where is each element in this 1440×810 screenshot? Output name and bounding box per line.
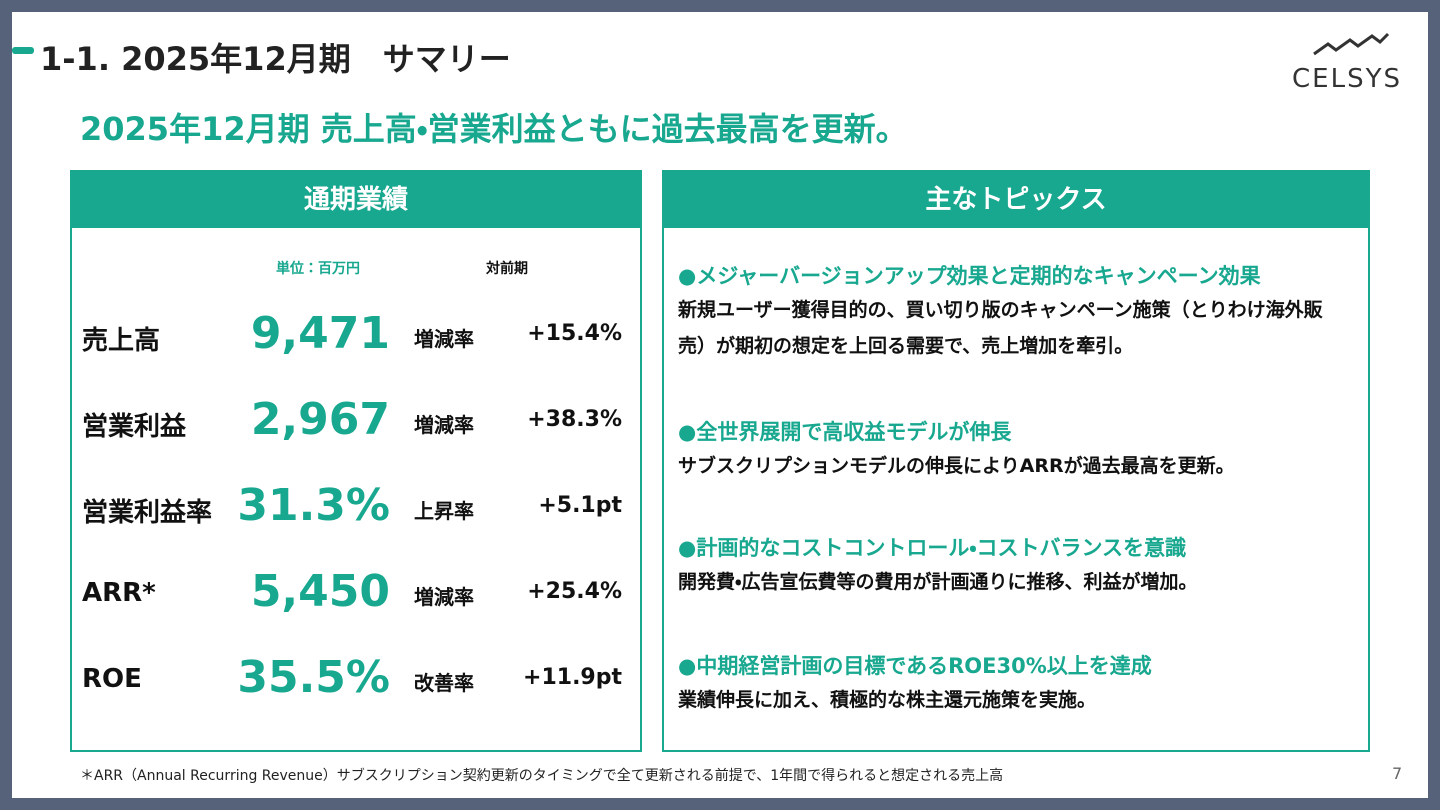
row-value: 2,967 bbox=[250, 394, 390, 445]
row-label: 営業利益 bbox=[82, 412, 187, 442]
comparison-label: 対前期 bbox=[486, 261, 528, 277]
row-label: 売上高 bbox=[82, 326, 161, 356]
row-label: 営業利益率 bbox=[82, 498, 213, 528]
change-value: +11.9pt bbox=[523, 665, 622, 690]
change-label: 改善率 bbox=[414, 671, 474, 695]
title-marker bbox=[12, 47, 34, 54]
change-label: 増減率 bbox=[414, 327, 474, 351]
unit-label: 単位：百万円 bbox=[276, 261, 360, 277]
topic-body: 開発費・広告宣伝費等の費用が計画通りに推移、利益が増加。 bbox=[678, 571, 1198, 593]
change-value: +25.4% bbox=[527, 579, 622, 604]
topic-heading: ●中期経営計画の目標であるROE30%以上を達成 bbox=[678, 654, 1152, 678]
page-title: 1-1. 2025年12月期 サマリー bbox=[40, 40, 511, 78]
row-value: 5,450 bbox=[250, 566, 390, 617]
topic-heading: ●全世界展開で高収益モデルが伸長 bbox=[678, 420, 1012, 444]
row-label: ROE bbox=[82, 664, 142, 694]
results-title: 通期業績 bbox=[72, 172, 640, 228]
slide: 1-1. 2025年12月期 サマリー CELSYS 2025年12月期 売上高… bbox=[12, 12, 1428, 798]
row-value: 9,471 bbox=[250, 308, 390, 359]
change-value: +38.3% bbox=[527, 407, 622, 432]
page-number: 7 bbox=[1392, 764, 1403, 783]
headline: 2025年12月期 売上高・営業利益ともに過去最高を更新。 bbox=[80, 110, 908, 148]
topics-panel: 主なトピックス ●メジャーバージョンアップ効果と定期的なキャンペーン効果新規ユー… bbox=[662, 170, 1370, 752]
row-value: 35.5% bbox=[237, 652, 390, 703]
topic-body: サブスクリプションモデルの伸長によりARRが過去最高を更新。 bbox=[678, 455, 1235, 477]
topic-heading: ●計画的なコストコントロール・コストバランスを意識 bbox=[678, 536, 1187, 560]
topic-heading: ●メジャーバージョンアップ効果と定期的なキャンペーン効果 bbox=[678, 264, 1261, 288]
results-panel: 通期業績 単位：百万円 対前期 売上高 9,471 増減率 +15.4% 営業利益 2,9… bbox=[70, 170, 642, 752]
logo-text: CELSYS bbox=[1292, 64, 1402, 94]
topic-body: 業績伸長に加え、積極的な株主還元施策を実施。 bbox=[678, 689, 1097, 711]
logo-mark bbox=[1313, 32, 1390, 56]
row-label: ARR* bbox=[82, 578, 156, 608]
change-value: +5.1pt bbox=[538, 493, 622, 518]
change-label: 上昇率 bbox=[414, 499, 474, 523]
topic-body: 新規ユーザー獲得目的の、買い切り版のキャンペーン施策（とりわけ海外販売）が期初の… bbox=[678, 299, 1323, 357]
topics-title: 主なトピックス bbox=[664, 172, 1368, 228]
row-value: 31.3% bbox=[237, 480, 390, 531]
change-label: 増減率 bbox=[414, 585, 474, 609]
footnote: ＊ARR（Annual Recurring Revenue）サブスクリプション契… bbox=[80, 768, 1004, 784]
change-label: 増減率 bbox=[414, 413, 474, 437]
change-value: +15.4% bbox=[527, 321, 622, 346]
